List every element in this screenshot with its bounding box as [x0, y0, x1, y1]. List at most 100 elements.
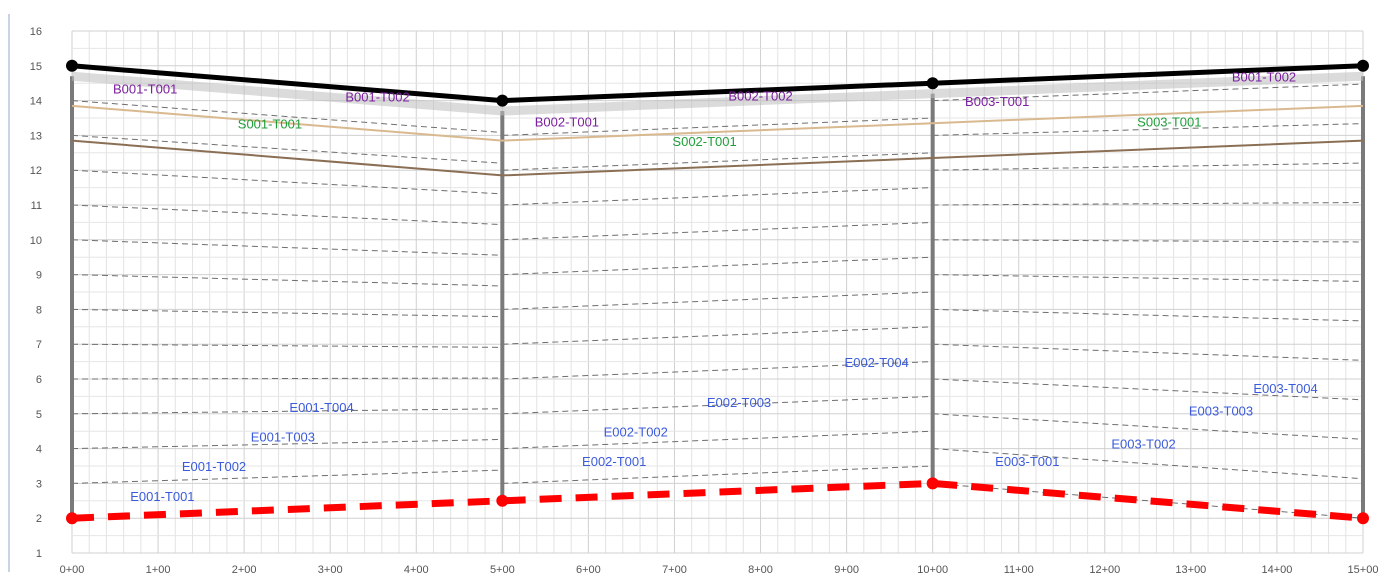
- shadow-line: [71, 71, 1364, 116]
- segment-labels: B001-T001 B001-T002 B002-T001 B002-T002 B003…: [113, 69, 1318, 503]
- ground-surface-marker: [1357, 59, 1369, 72]
- segment-label: B001-T002: [1232, 69, 1296, 84]
- water-table-marker: [66, 512, 78, 525]
- hatch-line: [502, 221, 933, 241]
- water-table-marker: [1357, 512, 1369, 525]
- hatch-line: [932, 123, 1364, 136]
- segment-label: E001-T003: [251, 430, 315, 445]
- ground-surface-marker: [496, 94, 509, 107]
- segment-label: S002-T001: [672, 134, 736, 149]
- ground-surface-marker: [66, 59, 78, 72]
- grid: [71, 30, 1364, 554]
- hatch-line: [71, 438, 503, 450]
- hatch-line: [502, 256, 933, 276]
- series-markers: [66, 59, 1369, 525]
- hatch-line: [71, 134, 503, 164]
- segment-label: E003-T002: [1111, 437, 1175, 452]
- y-tick-label: 4: [36, 444, 42, 456]
- water-table-marker: [926, 477, 939, 490]
- hatch-line: [71, 169, 503, 195]
- x-tick-label: 5+00: [490, 564, 515, 576]
- x-tick-label: 0+00: [60, 564, 85, 576]
- y-tick-label: 14: [30, 96, 42, 108]
- x-tick-label: 15+00: [1348, 564, 1379, 576]
- hatch-lines: [71, 82, 1364, 519]
- hatch-line: [71, 308, 503, 318]
- segment-label: E003-T001: [995, 454, 1059, 469]
- hatch-line: [502, 187, 933, 206]
- hatch-line: [502, 117, 933, 136]
- hatch-line: [932, 162, 1364, 171]
- x-tick-label: 13+00: [1175, 564, 1206, 576]
- ground-surface-marker: [926, 77, 939, 90]
- hatch-line: [932, 413, 1364, 440]
- segment-label: B002-T002: [728, 89, 792, 104]
- y-tick-label: 13: [30, 130, 42, 142]
- hatch-line: [932, 239, 1364, 243]
- hatch-line: [932, 378, 1364, 401]
- y-tick-label: 6: [36, 374, 42, 386]
- hatch-line: [502, 326, 933, 345]
- layer-b-line: [71, 104, 1364, 142]
- x-tick-label: 14+00: [1261, 564, 1292, 576]
- segment-label: E003-T004: [1253, 381, 1317, 396]
- segment-label: B001-T001: [113, 82, 177, 97]
- hatch-line: [71, 274, 503, 287]
- segment-label: B003-T001: [965, 94, 1029, 109]
- x-tick-label: 12+00: [1089, 564, 1120, 576]
- y-tick-label: 15: [30, 61, 42, 73]
- y-tick-label: 2: [36, 513, 42, 525]
- hatch-line: [932, 83, 1364, 102]
- x-tick-label: 11+00: [1004, 564, 1034, 576]
- x-tick-label: 4+00: [404, 564, 429, 576]
- hatch-line: [71, 377, 503, 380]
- hatch-line: [502, 152, 933, 171]
- x-tick-label: 2+00: [232, 564, 257, 576]
- x-tick-label: 8+00: [748, 564, 773, 576]
- y-tick-label: 3: [36, 478, 42, 490]
- segment-label: E002-T004: [845, 355, 909, 370]
- hatch-line: [932, 308, 1364, 322]
- segment-label: S003-T001: [1137, 115, 1201, 130]
- y-tick-label: 8: [36, 304, 42, 316]
- x-tick-label: 3+00: [318, 564, 343, 576]
- y-tick-label: 10: [30, 235, 42, 247]
- y-tick-label: 1: [36, 548, 42, 560]
- segment-label: S001-T001: [238, 116, 302, 131]
- y-tick-label: 11: [31, 200, 42, 212]
- segment-label: E003-T003: [1189, 404, 1253, 419]
- segment-label: B001-T002: [345, 90, 409, 105]
- hatch-line: [502, 395, 933, 415]
- y-tick-label: 5: [36, 409, 42, 421]
- hatch-line: [502, 465, 933, 484]
- hatch-line: [71, 100, 503, 134]
- hatch-line: [502, 361, 933, 380]
- series-lines: [71, 63, 1364, 522]
- segment-label: E002-T003: [707, 395, 771, 410]
- hatch-line: [932, 202, 1364, 206]
- hatch-line: [932, 448, 1364, 480]
- x-tick-label: 1+00: [146, 564, 171, 576]
- segment-label: E001-T004: [289, 400, 353, 415]
- hatch-line: [932, 274, 1364, 282]
- hatch-line: [71, 239, 503, 256]
- y-tick-label: 9: [36, 270, 42, 282]
- segment-label: E001-T001: [130, 489, 194, 504]
- layer-s-line: [71, 139, 1364, 177]
- x-tick-label: 7+00: [662, 564, 687, 576]
- segment-label: E002-T001: [582, 454, 646, 469]
- x-tick-label: 9+00: [834, 564, 859, 576]
- y-tick-label: 7: [36, 339, 42, 351]
- hatch-line: [71, 469, 503, 484]
- hatch-line: [502, 291, 933, 310]
- hatch-line: [502, 430, 933, 450]
- x-tick-label: 6+00: [576, 564, 601, 576]
- ground-surface-line: [71, 63, 1364, 104]
- segment-label: E001-T002: [182, 459, 246, 474]
- segment-label: E002-T002: [604, 424, 668, 439]
- x-tick-label: 10+00: [917, 564, 948, 576]
